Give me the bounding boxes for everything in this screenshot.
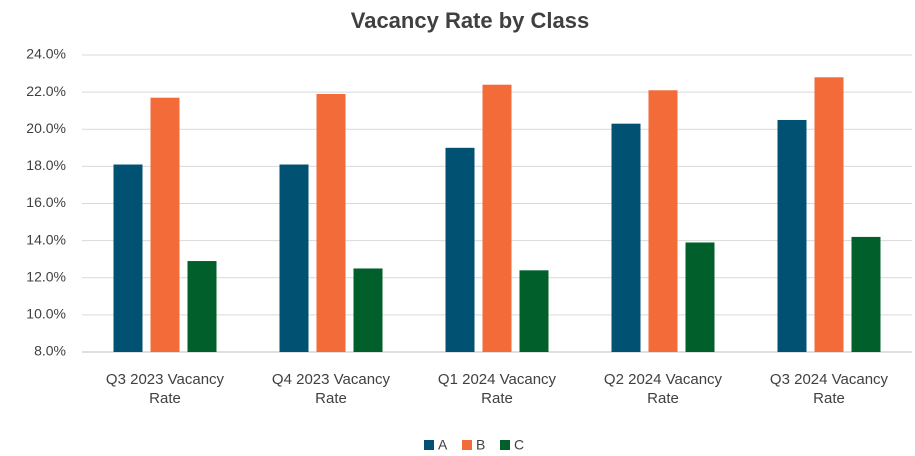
bar	[316, 93, 346, 352]
bar	[611, 123, 641, 353]
y-tick-label: 10.0%	[26, 306, 66, 322]
y-tick-label: 16.0%	[26, 194, 66, 210]
bar	[279, 164, 309, 352]
bar	[445, 147, 475, 352]
bar	[851, 236, 881, 352]
bar	[113, 164, 143, 352]
bar	[150, 97, 180, 352]
y-tick-label: 20.0%	[26, 120, 66, 136]
x-tick-label: Q3 2023 Vacancy Rate	[105, 371, 225, 407]
legend-swatch	[500, 440, 510, 450]
chart-title: Vacancy Rate by Class	[351, 8, 589, 33]
bar	[777, 119, 807, 352]
y-tick-label: 12.0%	[26, 268, 66, 284]
x-tick-label: Q2 2024 Vacancy Rate	[603, 371, 723, 407]
x-tick-label: Q3 2024 Vacancy Rate	[769, 371, 889, 407]
bar	[519, 270, 549, 352]
bar	[814, 77, 844, 353]
legend-swatch	[424, 440, 434, 450]
legend-swatch	[462, 440, 472, 450]
x-tick-label: Q1 2024 Vacancy Rate	[437, 371, 557, 407]
legend-label: C	[514, 437, 524, 453]
bar	[187, 261, 217, 352]
bar	[482, 84, 512, 352]
bar	[648, 90, 678, 353]
y-tick-label: 18.0%	[26, 157, 66, 173]
bar	[685, 242, 715, 352]
legend-label: B	[476, 437, 485, 453]
y-tick-label: 22.0%	[26, 83, 66, 99]
x-tick-label: Q4 2023 Vacancy Rate	[271, 371, 391, 407]
y-tick-label: 14.0%	[26, 231, 66, 247]
y-tick-label: 8.0%	[34, 343, 66, 359]
bar	[353, 268, 383, 352]
y-tick-label: 24.0%	[26, 46, 66, 62]
legend-label: A	[438, 437, 448, 453]
